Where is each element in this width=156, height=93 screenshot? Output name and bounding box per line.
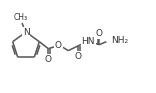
Text: NH₂: NH₂ [111, 36, 128, 45]
Text: O: O [45, 55, 52, 64]
Text: O: O [55, 41, 62, 50]
Text: O: O [96, 29, 103, 38]
Text: N: N [23, 28, 29, 36]
Text: HN: HN [82, 37, 95, 46]
Text: O: O [75, 52, 82, 61]
Text: CH₃: CH₃ [14, 12, 28, 21]
